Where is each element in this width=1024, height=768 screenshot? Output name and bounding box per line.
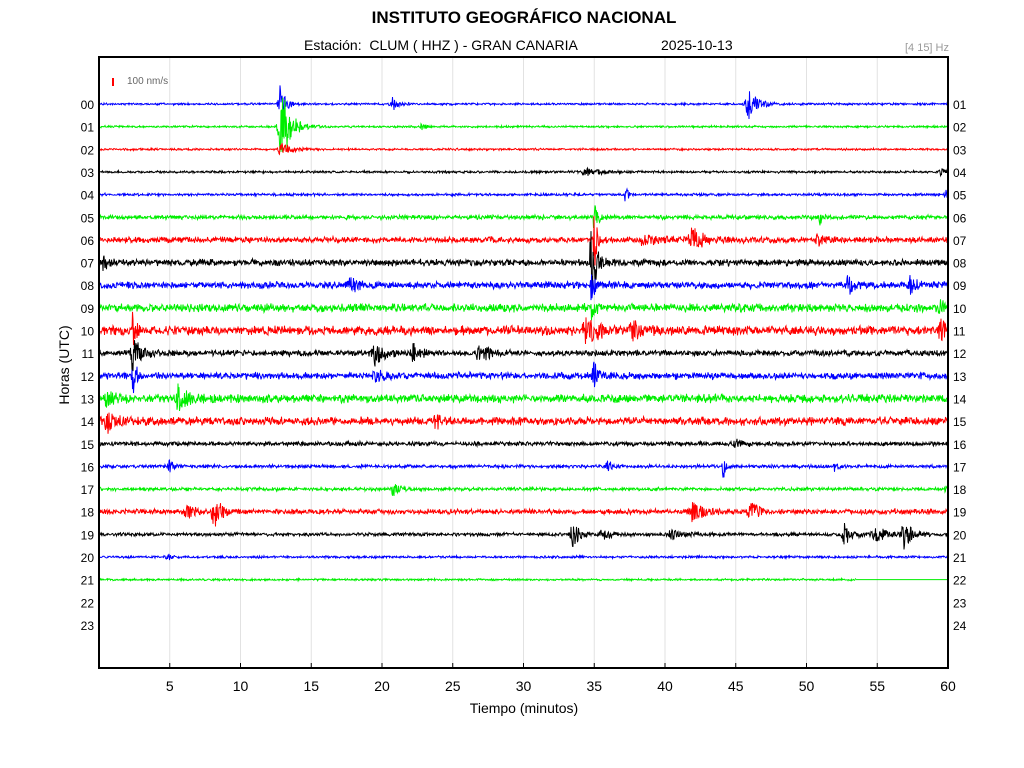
hour-label-left: 07 [81, 257, 95, 271]
hour-label-left: 02 [81, 143, 95, 157]
trace-hour-00 [99, 85, 949, 120]
station-subtitle: Estación: CLUM ( HHZ ) - GRAN CANARIA [304, 37, 578, 53]
x-tick-labels: 5 10 15 20 25 30 35 40 45 50 55 60 [166, 663, 956, 694]
trace-hour-08 [99, 274, 949, 301]
hour-label-right: 12 [953, 347, 967, 361]
hour-label-left: 14 [81, 415, 95, 429]
hour-label-left: 17 [81, 483, 95, 497]
scale-bar [112, 78, 114, 86]
x-tick-label: 60 [940, 678, 956, 694]
hour-label-left: 13 [81, 392, 95, 406]
hour-label-right: 08 [953, 257, 967, 271]
hour-label-left: 23 [81, 619, 95, 633]
hour-label-right: 06 [953, 211, 967, 225]
hour-label-left: 06 [81, 234, 95, 248]
hour-label-left: 09 [81, 302, 95, 316]
trace-hour-11 [99, 340, 948, 372]
hour-label-left: 05 [81, 211, 95, 225]
trace-hour-19 [99, 523, 949, 550]
hour-label-right: 03 [953, 143, 967, 157]
hour-label-left: 10 [81, 325, 95, 339]
x-tick-label: 30 [516, 678, 532, 694]
x-tick-label: 5 [166, 678, 174, 694]
hour-label-right: 20 [953, 528, 967, 542]
hour-label-left: 15 [81, 438, 95, 452]
hour-label-right: 04 [953, 166, 967, 180]
trace-hour-15 [99, 438, 949, 448]
hour-label-right: 13 [953, 370, 967, 384]
x-tick-label: 40 [657, 678, 673, 694]
hour-label-left: 19 [81, 528, 95, 542]
hour-label-right: 01 [953, 98, 967, 112]
chart-title: INSTITUTO GEOGRÁFICO NACIONAL [371, 8, 677, 27]
hour-label-right: 09 [953, 279, 967, 293]
hour-label-left: 12 [81, 370, 95, 384]
hour-label-left: 21 [81, 574, 95, 588]
hour-label-right: 17 [953, 460, 967, 474]
hour-label-right: 18 [953, 483, 967, 497]
hour-label-left: 16 [81, 460, 95, 474]
hour-label-left: 08 [81, 279, 95, 293]
x-tick-label: 35 [586, 678, 602, 694]
frequency-band-label: [4 15] Hz [904, 42, 949, 54]
hour-label-right: 07 [953, 234, 967, 248]
hour-label-left: 11 [82, 347, 95, 361]
hour-label-right: 10 [953, 302, 967, 316]
x-tick-label: 45 [728, 678, 744, 694]
x-tick-label: 20 [374, 678, 390, 694]
trace-hour-05 [99, 205, 949, 228]
trace-hour-07 [99, 231, 949, 293]
trace-hour-06 [99, 215, 949, 266]
right-hour-labels: 01 02 03 04 05 06 07 08 09 10 11 12 13 14 15 16 17 18 19 20… [953, 98, 967, 633]
x-tick-label: 50 [799, 678, 815, 694]
x-axis-label: Tiempo (minutos) [469, 700, 579, 716]
trace-hour-09 [99, 299, 949, 321]
y-axis-label: Horas (UTC) [56, 325, 72, 405]
hour-label-left: 01 [81, 121, 95, 135]
hour-label-right: 02 [953, 121, 967, 135]
trace-hour-14 [99, 412, 949, 434]
hour-label-left: 18 [81, 506, 95, 520]
trace-hour-04 [99, 187, 949, 202]
trace-hour-03 [99, 166, 949, 178]
x-tick-label: 55 [869, 678, 885, 694]
hour-label-right: 24 [953, 619, 967, 633]
trace-layer [99, 85, 949, 583]
scale-label: 100 nm/s [127, 76, 169, 87]
hour-label-left: 04 [81, 189, 95, 203]
date-label: 2025-10-13 [661, 37, 733, 53]
trace-hour-17 [99, 484, 949, 497]
hour-label-right: 16 [953, 438, 967, 452]
trace-hour-13 [99, 383, 949, 412]
hour-label-right: 15 [953, 415, 967, 429]
hour-label-right: 22 [953, 574, 967, 588]
grid-lines [169, 57, 878, 668]
trace-hour-21 [99, 576, 857, 583]
hour-label-left: 20 [81, 551, 95, 565]
trace-hour-02 [99, 143, 949, 156]
hour-label-right: 19 [953, 506, 967, 520]
trace-hour-10 [99, 311, 949, 346]
x-tick-label: 15 [303, 678, 319, 694]
x-tick-label: 25 [445, 678, 461, 694]
hour-label-left: 03 [81, 166, 95, 180]
trace-hour-16 [99, 459, 949, 478]
hour-label-right: 14 [953, 392, 967, 406]
hour-label-right: 23 [953, 596, 967, 610]
trace-hour-20 [99, 553, 949, 561]
hour-label-left: 00 [81, 98, 95, 112]
hour-label-left: 22 [81, 596, 95, 610]
hour-label-right: 05 [953, 189, 967, 203]
x-tick-label: 10 [233, 678, 249, 694]
trace-hour-01 [99, 97, 949, 153]
left-hour-labels: 00 01 02 03 04 05 06 07 08 09 10 11 12 13 14 15 16 17 18 19… [81, 98, 95, 633]
trace-hour-18 [99, 502, 949, 527]
hour-label-right: 11 [953, 325, 966, 339]
hour-label-right: 21 [953, 551, 967, 565]
trace-hour-12 [99, 361, 949, 394]
